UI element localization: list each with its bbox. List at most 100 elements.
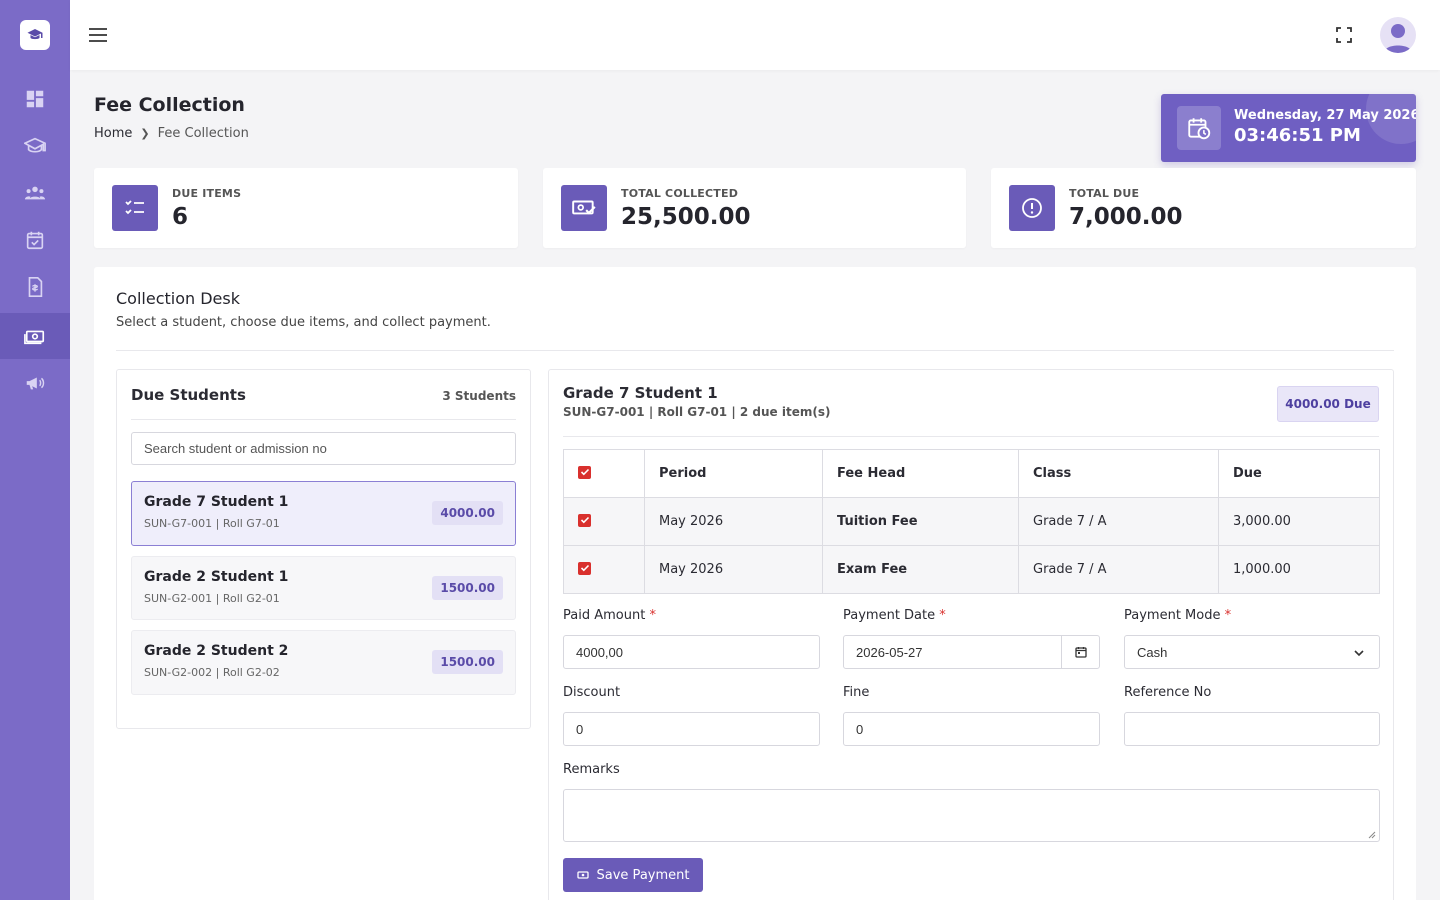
discount-input[interactable]: 0 bbox=[563, 712, 820, 746]
fine-input[interactable]: 0 bbox=[843, 712, 1100, 746]
graduation-cap-logo-icon bbox=[27, 29, 43, 40]
sidebar-item-reports[interactable] bbox=[0, 264, 70, 310]
remarks-label: Remarks bbox=[563, 762, 620, 777]
breadcrumb: Home ❯ Fee Collection bbox=[94, 126, 249, 141]
sidebar-item-academics[interactable] bbox=[0, 123, 70, 169]
required-mark: * bbox=[649, 608, 656, 623]
money-icon bbox=[24, 330, 45, 345]
sidebar-item-dashboard[interactable] bbox=[0, 76, 70, 122]
column-header[interactable]: Class bbox=[1018, 449, 1219, 498]
student-detail-box: Grade 7 Student 1 SUN-G7-001 | Roll G7-0… bbox=[548, 369, 1394, 900]
row-select-cell bbox=[563, 497, 645, 546]
student-name: Grade 2 Student 1 bbox=[144, 569, 289, 585]
menu-toggle-button[interactable] bbox=[88, 25, 108, 45]
fullscreen-button[interactable] bbox=[1334, 25, 1354, 45]
chevron-down-icon bbox=[1354, 650, 1364, 657]
checklist-icon bbox=[112, 185, 158, 231]
payment-mode-value: Cash bbox=[1137, 644, 1168, 660]
sidebar-item-students[interactable] bbox=[0, 170, 70, 216]
save-payment-label: Save Payment bbox=[596, 867, 690, 883]
divider bbox=[116, 350, 1394, 351]
topbar bbox=[70, 0, 1440, 70]
student-search-input[interactable] bbox=[131, 432, 516, 465]
row-checkbox[interactable] bbox=[578, 561, 591, 575]
user-avatar[interactable] bbox=[1380, 17, 1416, 53]
column-header[interactable]: Period bbox=[644, 449, 823, 498]
payment-mode-label: Payment Mode * bbox=[1124, 608, 1231, 623]
collection-desk-panel: Collection Desk Select a student, choose… bbox=[94, 267, 1416, 900]
current-date: Wednesday, 27 May 2026 bbox=[1234, 108, 1416, 123]
student-due-amount: 1500.00 bbox=[432, 650, 503, 674]
stat-value: 6 bbox=[172, 204, 189, 230]
calendar-icon bbox=[1074, 647, 1087, 658]
megaphone-icon bbox=[26, 377, 45, 390]
chevron-right-icon: ❯ bbox=[140, 127, 150, 140]
student-due-amount: 1500.00 bbox=[432, 576, 503, 600]
student-meta: SUN-G2-001 | Roll G2-01 bbox=[144, 592, 280, 605]
panel-subtitle: Select a student, choose due items, and … bbox=[116, 315, 491, 330]
money-icon bbox=[576, 871, 589, 879]
paid-amount-input[interactable]: 4000,00 bbox=[563, 635, 820, 669]
due-students-title: Due Students bbox=[131, 386, 246, 404]
dashboard-icon bbox=[26, 90, 44, 108]
student-meta: SUN-G2-002 | Roll G2-02 bbox=[144, 666, 280, 679]
due-students-box: Due Students 3 Students Grade 7 Student … bbox=[116, 369, 531, 729]
sidebar-item-fees[interactable] bbox=[0, 313, 70, 359]
payment-date-input[interactable]: 2026-05-27 bbox=[843, 635, 1100, 669]
selected-student-name: Grade 7 Student 1 bbox=[563, 384, 718, 402]
stat-card-due-items: DUE ITEMS 6 bbox=[94, 168, 518, 248]
student-list-item[interactable]: Grade 2 Student 1 SUN-G2-001 | Roll G2-0… bbox=[131, 556, 516, 620]
money-check-icon bbox=[561, 185, 607, 231]
breadcrumb-current: Fee Collection bbox=[157, 126, 249, 141]
stat-label: TOTAL COLLECTED bbox=[621, 187, 739, 200]
graduation-cap-icon bbox=[24, 137, 46, 153]
resize-handle-icon[interactable] bbox=[1367, 830, 1376, 839]
student-name: Grade 7 Student 1 bbox=[144, 494, 289, 510]
row-select-cell bbox=[563, 545, 645, 594]
stat-label: DUE ITEMS bbox=[172, 187, 242, 200]
label-text: Payment Mode bbox=[1124, 608, 1221, 623]
sidebar-item-notices[interactable] bbox=[0, 360, 70, 406]
breadcrumb-home-link[interactable]: Home bbox=[94, 126, 133, 141]
discount-label: Discount bbox=[563, 685, 621, 700]
column-header[interactable]: Due bbox=[1218, 449, 1380, 498]
student-meta: SUN-G7-001 | Roll G7-01 bbox=[144, 517, 280, 530]
period-cell: May 2026 bbox=[644, 497, 823, 546]
app-logo[interactable] bbox=[20, 20, 50, 50]
due-cell: 1,000.00 bbox=[1218, 545, 1380, 594]
date-picker-button[interactable] bbox=[1061, 636, 1099, 668]
payment-mode-select[interactable]: Cash bbox=[1124, 635, 1380, 669]
payment-date-label: Payment Date * bbox=[843, 608, 946, 623]
class-cell: Grade 7 / A bbox=[1018, 497, 1219, 546]
sidebar-item-attendance[interactable] bbox=[0, 217, 70, 263]
table-header-row: Period Fee Head Class Due bbox=[563, 449, 1380, 498]
save-payment-button[interactable]: Save Payment bbox=[563, 858, 703, 892]
column-header[interactable]: Fee Head bbox=[822, 449, 1019, 498]
due-cell: 3,000.00 bbox=[1218, 497, 1380, 546]
stat-value: 25,500.00 bbox=[621, 204, 751, 230]
student-list-item[interactable]: Grade 2 Student 2 SUN-G2-002 | Roll G2-0… bbox=[131, 630, 516, 695]
divider bbox=[131, 419, 516, 420]
label-text: Paid Amount bbox=[563, 608, 646, 623]
student-list-item[interactable]: Grade 7 Student 1 SUN-G7-001 | Roll G7-0… bbox=[131, 481, 516, 546]
required-mark: * bbox=[939, 608, 946, 623]
reference-no-input[interactable] bbox=[1124, 712, 1380, 746]
due-items-table: Period Fee Head Class Due May 2026 Tuiti… bbox=[563, 449, 1380, 594]
student-name: Grade 2 Student 2 bbox=[144, 643, 289, 659]
table-row: May 2026 Tuition Fee Grade 7 / A 3,000.0… bbox=[563, 497, 1380, 546]
page-title: Fee Collection bbox=[94, 94, 245, 116]
document-icon bbox=[28, 277, 43, 297]
hamburger-icon bbox=[89, 28, 107, 42]
remarks-textarea[interactable] bbox=[563, 789, 1380, 842]
current-time: 03:46:51 PM bbox=[1234, 125, 1361, 146]
fee-head-cell: Tuition Fee bbox=[822, 497, 1019, 546]
divider bbox=[563, 436, 1379, 437]
date-time-widget: Wednesday, 27 May 2026 03:46:51 PM bbox=[1161, 94, 1416, 162]
row-checkbox[interactable] bbox=[578, 513, 591, 527]
check-icon bbox=[580, 565, 589, 572]
table-row: May 2026 Exam Fee Grade 7 / A 1,000.00 bbox=[563, 545, 1380, 594]
user-icon bbox=[1384, 24, 1412, 53]
reference-no-label: Reference No bbox=[1124, 685, 1212, 700]
class-cell: Grade 7 / A bbox=[1018, 545, 1219, 594]
select-all-checkbox[interactable] bbox=[578, 465, 591, 479]
